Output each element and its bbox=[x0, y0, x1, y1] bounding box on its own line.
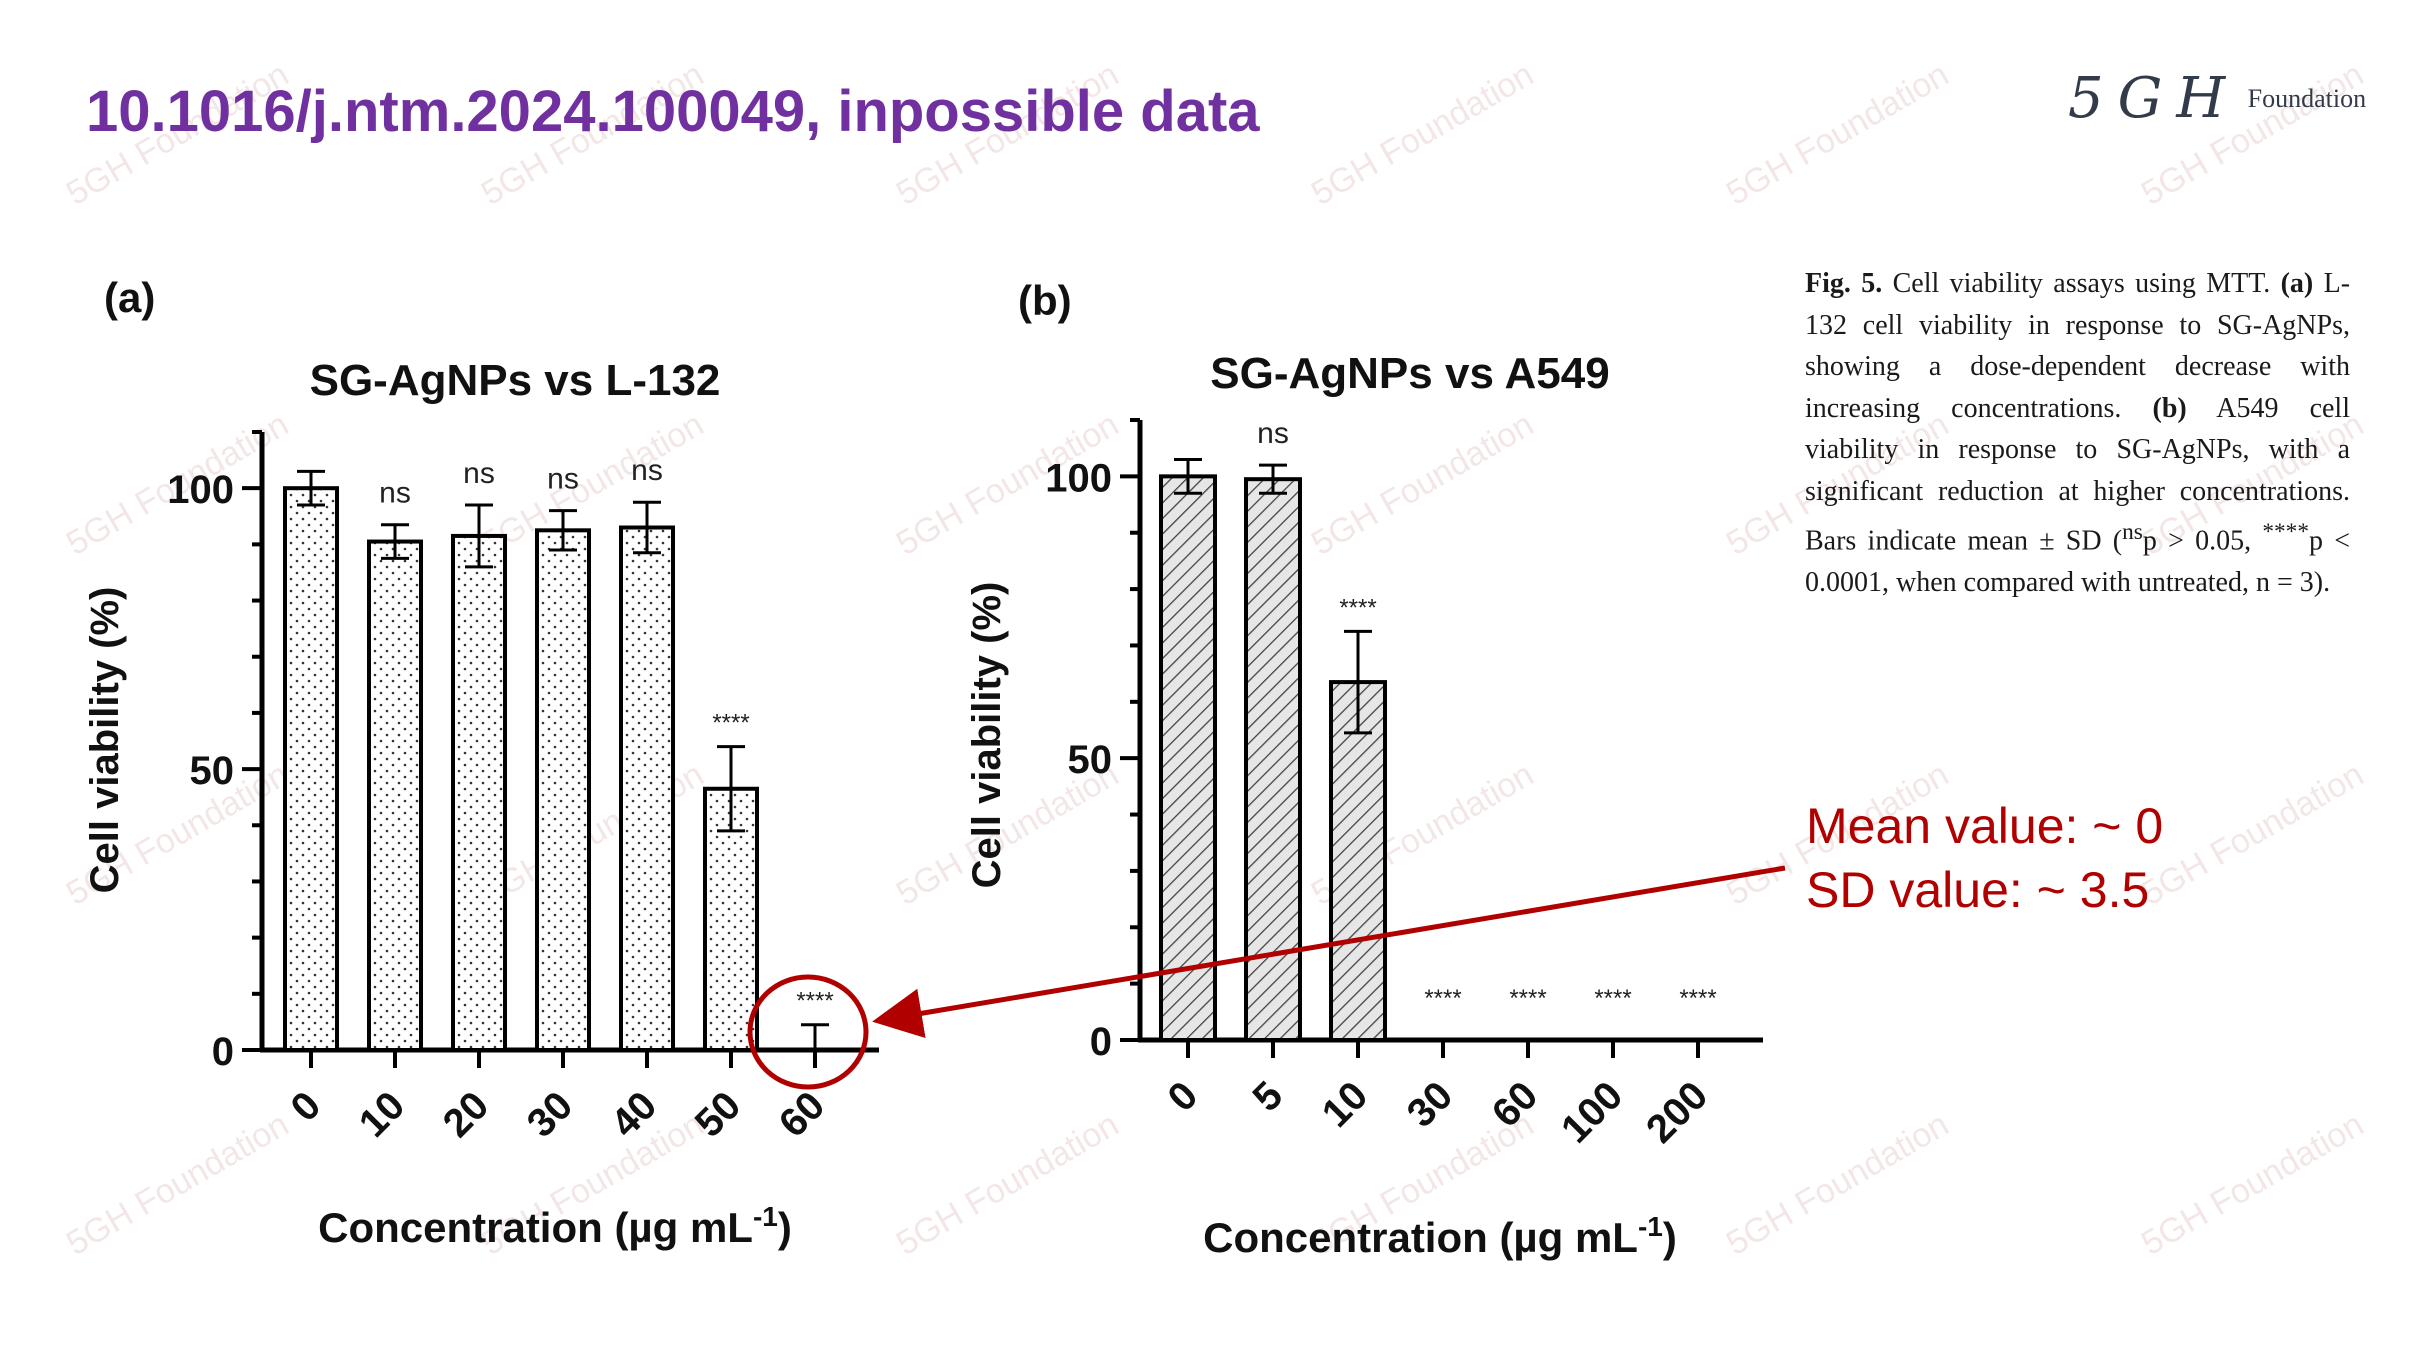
panel-label: (a) bbox=[104, 274, 155, 321]
bar bbox=[283, 486, 339, 1052]
significance-label: ns bbox=[379, 477, 411, 510]
x-tick-label: 0 bbox=[283, 1083, 330, 1130]
x-axis-label-sup: -1 bbox=[753, 1201, 778, 1232]
x-tick-label: 50 bbox=[687, 1083, 750, 1146]
bar bbox=[1159, 474, 1217, 1042]
callout-arrow bbox=[872, 865, 1786, 1039]
chart-panel-b: (b) SG-AgNPs vs A549 Cell viability (%) Con… bbox=[965, 277, 1763, 1261]
y-tick-label: 50 bbox=[1068, 738, 1113, 782]
caption-fig-label: Fig. 5. bbox=[1805, 268, 1883, 299]
x-tick-label: 30 bbox=[1399, 1073, 1462, 1136]
x-tick-label: 60 bbox=[1484, 1073, 1547, 1136]
caption-stars-sup: **** bbox=[2262, 519, 2309, 545]
x-tick-label: 0 bbox=[1160, 1073, 1207, 1120]
caption-part-a-text: L-132 cell viability in response to SG-A… bbox=[1805, 268, 2351, 424]
bar bbox=[1329, 680, 1387, 1042]
significance-label: ns bbox=[631, 454, 663, 487]
annotation-callout: Mean value: ~ 0 SD value: ~ 3.5 bbox=[1806, 794, 2163, 922]
significance-label: **** bbox=[712, 710, 749, 737]
bar bbox=[535, 528, 591, 1052]
logo-mark: 5GH bbox=[2068, 66, 2240, 131]
x-axis-label-sup: -1 bbox=[1638, 1211, 1663, 1242]
x-tick-label: 20 bbox=[435, 1083, 498, 1146]
chart-panel-a: (a) SG-AgNPs vs L-132 Cell viability (%) Co… bbox=[83, 274, 879, 1251]
x-tick-label: 30 bbox=[519, 1083, 582, 1146]
panel-label: (b) bbox=[1018, 277, 1072, 324]
caption-stars-text: p < 0.0001, when compared with untreated… bbox=[1805, 525, 2350, 598]
significance-label: ns bbox=[463, 457, 495, 490]
significance-label: ns bbox=[547, 463, 579, 496]
bar bbox=[1244, 477, 1302, 1042]
x-axis-label: Concentration (µg mL-1) bbox=[1203, 1211, 1677, 1261]
x-tick-label: 5 bbox=[1245, 1073, 1292, 1120]
caption-intro: Cell viability assays using MTT. bbox=[1892, 268, 2271, 299]
x-tick-label: 40 bbox=[603, 1083, 666, 1146]
x-axis-label-end: ) bbox=[1663, 1214, 1677, 1261]
bar bbox=[451, 533, 507, 1052]
y-tick-label: 100 bbox=[1045, 456, 1112, 500]
significance-label: **** bbox=[1339, 594, 1376, 621]
x-tick-label: 100 bbox=[1553, 1073, 1631, 1151]
chart-title: SG-AgNPs vs A549 bbox=[1210, 349, 1609, 398]
caption-part-b-text: A549 cell viability in response to SG-Ag… bbox=[1805, 392, 2350, 557]
x-tick-label: 200 bbox=[1638, 1073, 1716, 1151]
significance-label: **** bbox=[1679, 985, 1716, 1012]
x-axis-label-main: Concentration (µg mL bbox=[318, 1204, 753, 1251]
significance-label: **** bbox=[796, 988, 833, 1015]
annotation-sd-text: SD value: ~ 3.5 bbox=[1806, 862, 2150, 918]
bar bbox=[619, 525, 675, 1052]
foundation-logo: 5GH Foundation bbox=[2068, 66, 2366, 131]
x-axis-label: Concentration (µg mL-1) bbox=[318, 1201, 792, 1251]
x-axis-label-end: ) bbox=[778, 1204, 792, 1251]
caption-ns-sup: ns bbox=[2122, 519, 2143, 545]
y-tick-label: 0 bbox=[212, 1030, 234, 1074]
significance-label: **** bbox=[1509, 985, 1546, 1012]
y-axis-label: Cell viability (%) bbox=[83, 587, 127, 894]
x-axis-label-main: Concentration (µg mL bbox=[1203, 1214, 1638, 1261]
y-tick-label: 50 bbox=[190, 749, 235, 793]
x-tick-label: 10 bbox=[1314, 1073, 1377, 1136]
figure-caption: Fig. 5. Cell viability assays using MTT.… bbox=[1805, 263, 2350, 603]
annotation-marks bbox=[747, 865, 1786, 1090]
y-tick-label: 100 bbox=[167, 468, 234, 512]
x-tick-label: 10 bbox=[351, 1083, 414, 1146]
highlight-circle bbox=[747, 974, 869, 1090]
slide-title: 10.1016/j.ntm.2024.100049, inpossible da… bbox=[86, 79, 1260, 144]
logo-text: Foundation bbox=[2247, 83, 2367, 113]
significance-label: ns bbox=[1257, 417, 1289, 450]
bar bbox=[367, 539, 423, 1053]
significance-label: **** bbox=[1594, 985, 1631, 1012]
caption-part-b-label: (b) bbox=[2152, 392, 2187, 424]
x-tick-label: 60 bbox=[771, 1083, 834, 1146]
annotation-mean-text: Mean value: ~ 0 bbox=[1806, 798, 2164, 854]
y-tick-label: 0 bbox=[1090, 1020, 1112, 1064]
caption-part-a-label: (a) bbox=[2280, 268, 2314, 299]
chart-title: SG-AgNPs vs L-132 bbox=[310, 356, 721, 405]
caption-ns-text: p > 0.05, bbox=[2142, 525, 2263, 557]
y-axis-label: Cell viability (%) bbox=[965, 582, 1009, 889]
significance-label: **** bbox=[1424, 985, 1461, 1012]
